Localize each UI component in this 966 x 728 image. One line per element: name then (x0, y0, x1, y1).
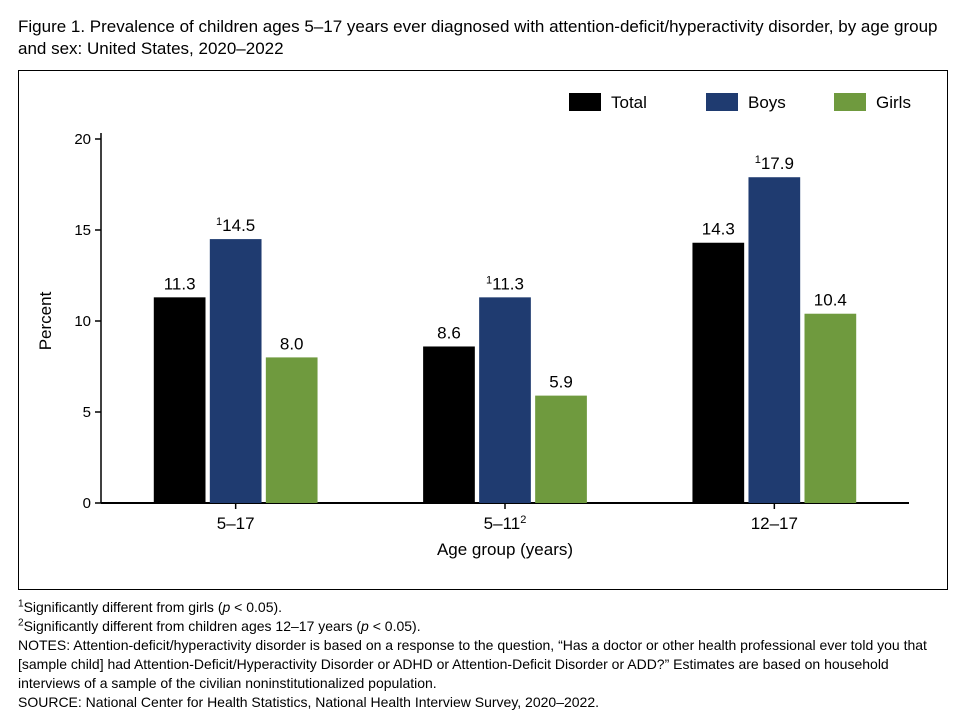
x-tick-label: 12–17 (751, 514, 798, 533)
bar-value-label: 10.4 (814, 291, 847, 310)
footnote-2-text-a: Significantly different from children ag… (24, 618, 361, 634)
x-tick-label: 5–17 (217, 514, 255, 533)
footnote-1-text-a: Significantly different from girls ( (24, 599, 223, 615)
footnote-2-text-b: < 0.05). (369, 618, 421, 634)
footnote-1-text-b: < 0.05). (230, 599, 282, 615)
bar (154, 298, 206, 504)
bar (423, 347, 475, 504)
bar-value-label: 8.0 (280, 335, 304, 354)
bar (266, 358, 318, 504)
footnote-1: 1Significantly different from girls (p <… (18, 598, 948, 617)
bar (804, 314, 856, 503)
legend-swatch (834, 93, 866, 111)
bar-value-label: 8.6 (437, 324, 461, 343)
y-tick-label: 10 (74, 313, 91, 330)
chart-frame: Total Boys Girls 0 5 10 15 20 Percent 11.3 114.5 8.… (18, 70, 948, 590)
bar (535, 396, 587, 503)
bar-value-label: 14.3 (702, 220, 735, 239)
footnote-notes: NOTES: Attention-deficit/hyperactivity d… (18, 636, 948, 693)
legend-swatch (569, 93, 601, 111)
x-tick-label: 5–112 (484, 514, 527, 533)
y-tick-label: 15 (74, 222, 91, 239)
legend: Total Boys Girls (569, 93, 911, 112)
figure-title: Figure 1. Prevalence of children ages 5–… (18, 16, 948, 60)
y-tick-label: 20 (74, 131, 91, 148)
footnote-source: SOURCE: National Center for Health Stati… (18, 693, 948, 712)
bar (748, 177, 800, 503)
footnote-2-p: p (361, 618, 369, 634)
footnote-2: 2Significantly different from children a… (18, 617, 948, 636)
y-tick-label: 0 (83, 495, 91, 512)
bar-value-label: 117.9 (755, 154, 794, 173)
y-axis-title: Percent (36, 292, 55, 351)
legend-label: Boys (748, 93, 786, 112)
bar-value-label: 11.3 (164, 275, 196, 294)
y-tick-label: 5 (83, 404, 91, 421)
legend-label: Girls (876, 93, 911, 112)
bar-value-label: 114.5 (216, 216, 255, 235)
figure-container: Figure 1. Prevalence of children ages 5–… (0, 0, 966, 728)
legend-label: Total (611, 93, 647, 112)
bar (479, 298, 531, 504)
bar-value-label: 111.3 (486, 275, 524, 294)
footnotes-block: 1Significantly different from girls (p <… (18, 598, 948, 711)
x-axis-title: Age group (years) (437, 540, 573, 559)
bar (692, 243, 744, 503)
bar-value-label: 5.9 (549, 373, 573, 392)
legend-swatch (706, 93, 738, 111)
bar-chart-svg: Total Boys Girls 0 5 10 15 20 Percent 11.3 114.5 8.… (29, 85, 929, 571)
bar (210, 239, 262, 503)
